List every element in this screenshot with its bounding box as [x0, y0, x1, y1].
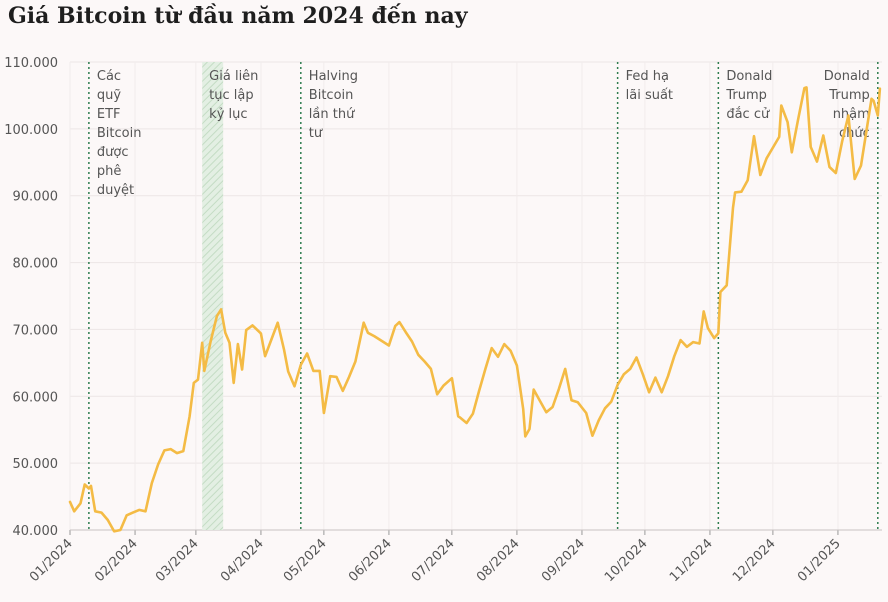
y-tick-label: 110.000: [4, 56, 58, 71]
y-tick-label: 40.000: [13, 524, 59, 539]
x-tick-label: 10/2024: [602, 536, 651, 585]
event-label-line: chức: [839, 126, 870, 141]
record-highlight-band: Giá liên tục lập kỷ lục: [202, 62, 258, 530]
event-label-line: Halving: [309, 69, 358, 84]
x-tick-label: 09/2024: [539, 536, 588, 585]
price-line: [68, 86, 882, 533]
chart-title: Giá Bitcoin từ đầu năm 2024 đến nay: [8, 3, 468, 29]
highlight-label-line: Giá liên: [209, 69, 258, 84]
highlight-label-line: kỷ lục: [209, 107, 247, 122]
event-markers: Các quỹ ETF Bitcoin được phê duyệt Halving Bitco…: [88, 62, 879, 530]
event-label-line: lần thứ: [309, 107, 355, 122]
x-tick-label: 07/2024: [409, 536, 458, 585]
x-tick-label: 04/2024: [218, 536, 267, 585]
gridlines: [69, 61, 882, 531]
x-tick-label: 03/2024: [153, 536, 202, 585]
y-tick-label: 60.000: [13, 390, 59, 405]
event-label-line: Bitcoin: [309, 88, 354, 103]
event-label-line: quỹ: [97, 88, 121, 103]
y-tick-label: 90.000: [13, 190, 59, 205]
event-label-line: Bitcoin: [97, 126, 142, 141]
event-label-line: được: [97, 145, 129, 160]
event-label-line: duyệt: [97, 183, 134, 198]
y-tick-label: 80.000: [13, 257, 59, 272]
x-tick-label: 06/2024: [346, 536, 395, 585]
event-label-line: đắc cử: [726, 107, 770, 122]
x-tick-label: 01/2024: [27, 536, 76, 585]
y-axis: 40.000 50.000 60.000 70.000 80.000 90.000 100.…: [4, 56, 58, 539]
x-tick-label: 01/2025: [795, 536, 844, 585]
event-label-line: Trump: [828, 88, 870, 103]
x-tick-label: 02/2024: [92, 536, 141, 585]
highlight-band: [202, 62, 224, 530]
y-tick-label: 50.000: [13, 457, 59, 472]
price-series: [68, 86, 882, 533]
y-tick-label: 100.000: [4, 123, 58, 138]
event-label-line: lãi suất: [626, 88, 673, 103]
x-tick-label: 12/2024: [730, 536, 779, 585]
event-label-line: nhậm: [833, 107, 870, 122]
event-label-line: Trump: [725, 88, 767, 103]
x-tick-label: 11/2024: [667, 536, 716, 585]
event-label-line: tư: [309, 126, 323, 141]
x-tick-label: 08/2024: [474, 536, 523, 585]
x-tick-label: 05/2024: [281, 536, 330, 585]
event-label-line: phê: [97, 164, 122, 179]
highlight-label-line: tục lập: [209, 88, 253, 103]
event-label-line: Donald: [824, 69, 870, 84]
x-axis: 01/2024 02/2024 03/2024 04/2024 05/2024 06/20…: [27, 529, 882, 585]
event-label-line: Donald: [726, 69, 772, 84]
event-label-line: Các: [97, 69, 121, 84]
y-tick-label: 70.000: [13, 323, 59, 338]
event-label-line: Fed hạ: [626, 69, 669, 84]
event-label-line: ETF: [97, 107, 121, 122]
